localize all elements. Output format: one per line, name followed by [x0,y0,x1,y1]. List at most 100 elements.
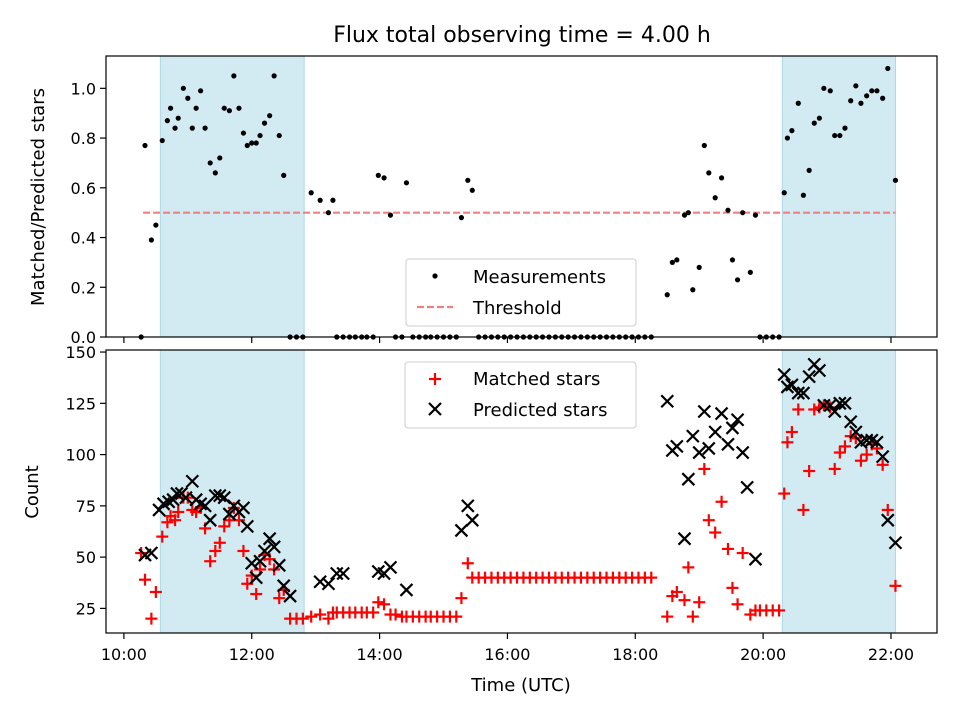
matched-star-point [833,446,846,459]
legend-predicted-marker [428,402,442,416]
matched-star-point [889,579,902,592]
predicted-star-point [236,501,251,515]
measurement-point [674,257,680,263]
measurement-point [253,140,259,146]
predicted-star-point [881,513,895,527]
top-y-tick-label: 0.2 [71,278,96,297]
bottom-y-axis-label: Count [22,465,43,518]
predicted-star-point [253,554,267,569]
predicted-star-point [399,583,414,597]
legend-measurements-marker [432,273,438,279]
measurement-point [387,212,394,218]
measurement-point [729,257,736,263]
matched-star-point [803,464,816,477]
bottom-panel: 25 50 75 100 125 150 10:00 12:00 14:00 16:00 18:0… [22,343,938,696]
measurement-point [725,207,731,213]
bottom-x-tick-label: 12:00 [229,645,275,664]
measurement-point [375,172,381,178]
measurement-point [231,73,237,79]
measurement-point [458,215,465,221]
measurement-point [226,108,232,114]
matched-star-point [736,547,749,560]
top-y-tick-label: 1.0 [71,79,96,98]
predicted-star-point [748,552,763,566]
measurement-point [789,128,795,134]
matched-star-point [378,598,391,611]
matched-star-point [778,487,791,500]
predicted-star-point [166,492,180,507]
predicted-star-point [859,433,874,448]
predicted-star-point [321,577,336,591]
measurement-point [308,190,314,196]
matched-star-point [645,571,658,584]
bottom-x-tick-label: 16:00 [484,645,530,664]
measurement-point [685,210,691,216]
predicted-star-point [817,398,831,413]
predicted-star-point [875,449,890,464]
matched-star-point [172,506,185,519]
predicted-star-point [838,396,852,411]
measurement-point [221,105,227,111]
measurement-point [189,125,195,131]
measurement-point [261,120,268,126]
matched-star-point [693,596,706,609]
matched-star-point [450,610,463,623]
measurement-point [784,135,791,141]
predicted-star-point [257,544,272,558]
bottom-x-tick-label: 14:00 [357,645,403,664]
predicted-star-point [686,429,700,443]
measurement-point [193,105,199,111]
predicted-star-point [203,513,217,527]
predicted-star-point [735,445,750,460]
legend-matched-label: Matched stars [473,369,600,390]
measurement-point [180,85,186,91]
legend-measurements-label: Measurements [473,267,606,288]
matched-star-point [218,520,231,533]
bottom-x-tick-label: 18:00 [612,645,658,664]
measurement-point [244,142,250,149]
predicted-star-point [812,363,827,378]
matched-star-point [715,495,728,508]
legend-threshold-label: Threshold [472,298,562,319]
top-legend: Measurements Threshold [405,258,637,327]
predicted-star-point [692,445,706,460]
measurement-point [207,160,213,166]
matched-star-point [389,608,402,621]
measurement-point [217,155,223,161]
measurement-point [276,132,282,139]
matched-star-point [731,598,744,611]
measurement-point [159,137,165,144]
measurement-point [669,259,675,265]
matched-star-point [161,516,174,529]
measurement-point [469,187,475,193]
measurement-point [853,83,859,89]
measurement-point [681,212,688,218]
measurement-point [202,125,208,131]
matched-star-point [686,610,699,623]
predicted-star-point [796,386,811,400]
top-y-axis-label: Matched/Predicted stars [28,88,49,306]
predicted-star-point [272,558,287,573]
predicted-star-point [827,404,842,419]
measurement-point [267,113,273,119]
bottom-y-tick-label: 50 [76,548,96,567]
measurement-point [842,125,848,131]
measurement-point [240,130,247,136]
measurement-point [734,277,741,283]
predicted-star-point [721,437,735,452]
matched-star-point [838,440,851,453]
measurement-point [874,88,880,94]
bottom-y-tick-label: 125 [65,394,96,413]
predicted-star-point [144,546,159,560]
bottom-y-axis-ticks: 25 50 75 100 125 150 [65,343,106,618]
predicted-star-point [708,425,722,439]
legend-predicted-label: Predicted stars [473,400,607,421]
predicted-star-point [336,566,350,581]
matched-star-point [773,604,786,617]
matched-stars-series [135,399,902,625]
measurement-point [832,132,838,139]
matched-star-point [785,426,798,439]
measurement-point [795,100,801,106]
measurement-point [664,292,670,298]
matched-star-point [209,544,222,557]
